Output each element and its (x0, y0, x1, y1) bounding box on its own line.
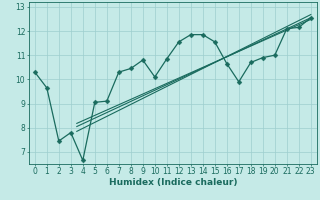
X-axis label: Humidex (Indice chaleur): Humidex (Indice chaleur) (108, 178, 237, 187)
